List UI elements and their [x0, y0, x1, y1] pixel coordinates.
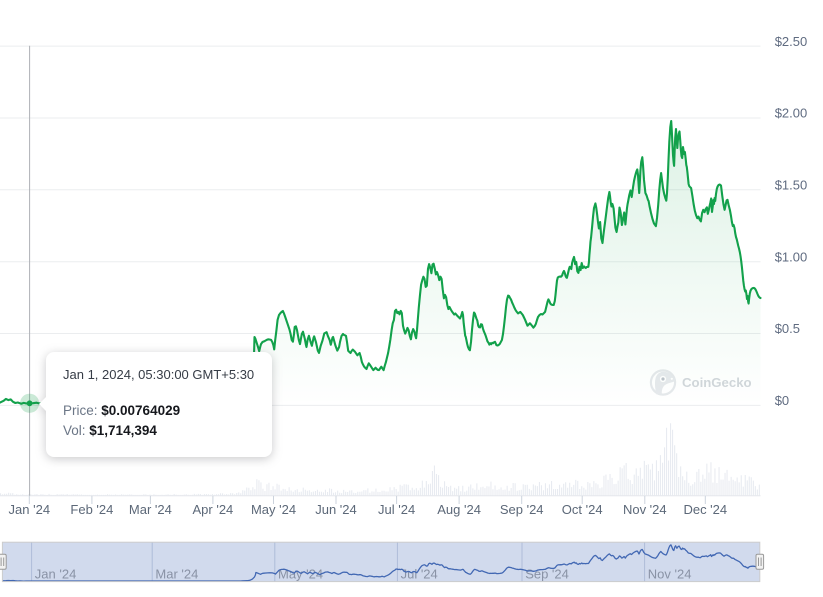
svg-text:$0: $0 [775, 393, 789, 408]
svg-text:$1.00: $1.00 [775, 249, 808, 264]
svg-text:Nov '24: Nov '24 [648, 567, 692, 582]
svg-text:Feb '24: Feb '24 [70, 502, 113, 517]
svg-text:Jul '24: Jul '24 [378, 502, 415, 517]
svg-text:Mar '24: Mar '24 [155, 567, 198, 582]
svg-text:May '24: May '24 [278, 567, 323, 582]
svg-text:$2.50: $2.50 [775, 34, 808, 49]
svg-text:Sep '24: Sep '24 [500, 502, 544, 517]
svg-text:$2.00: $2.00 [775, 106, 808, 121]
svg-text:Jun '24: Jun '24 [315, 502, 357, 517]
svg-text:Jan '24: Jan '24 [9, 502, 51, 517]
svg-text:$0.5: $0.5 [775, 321, 800, 336]
svg-text:Jul '24: Jul '24 [401, 567, 438, 582]
svg-text:Aug '24: Aug '24 [437, 502, 481, 517]
svg-text:Jan '24: Jan '24 [35, 567, 77, 582]
svg-text:Dec '24: Dec '24 [683, 502, 727, 517]
svg-text:Oct '24: Oct '24 [562, 502, 603, 517]
svg-text:Nov '24: Nov '24 [623, 502, 667, 517]
svg-text:$1.50: $1.50 [775, 178, 808, 193]
svg-text:Apr '24: Apr '24 [193, 502, 234, 517]
svg-text:May '24: May '24 [251, 502, 296, 517]
svg-text:Mar '24: Mar '24 [129, 502, 172, 517]
